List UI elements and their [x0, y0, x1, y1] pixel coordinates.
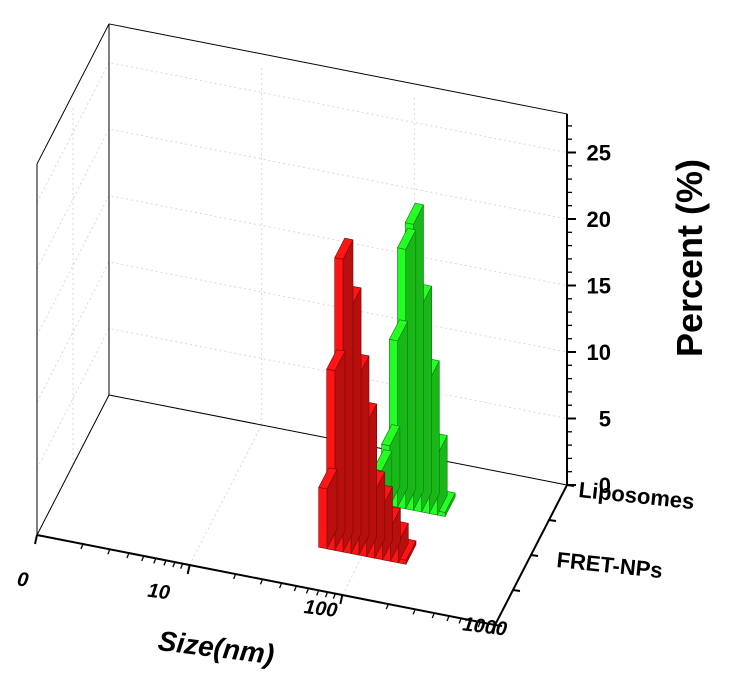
grid-line [36, 128, 568, 270]
x-tick [233, 573, 237, 580]
frame-edge [36, 394, 110, 536]
x-tick [172, 561, 176, 568]
x-tick-label: 100 [303, 596, 339, 622]
x-tick [259, 579, 264, 585]
x-tick [385, 603, 389, 610]
x-tick [141, 555, 145, 562]
x-tick [163, 560, 167, 566]
z-tick [494, 624, 503, 627]
x-tick [293, 585, 297, 592]
x-axis-line [36, 534, 496, 626]
z-tick [512, 589, 521, 592]
x-tick [492, 624, 496, 635]
x-tick [278, 582, 283, 589]
x-tick [468, 620, 472, 626]
z-tick [530, 554, 539, 557]
z-tick-label: FRET-NPs [555, 547, 663, 583]
grid-line [36, 327, 568, 469]
x-tick [332, 593, 336, 599]
x-tick-label: 1000 [461, 613, 508, 640]
x-tick-label: 0 [16, 568, 30, 591]
x-tick [339, 594, 344, 605]
y-tick-label: 5 [599, 407, 611, 432]
frame-edge [108, 23, 568, 115]
grid-line [36, 394, 568, 536]
x-tick [180, 563, 184, 569]
x-tick [107, 549, 111, 555]
x-tick [477, 621, 481, 628]
x-tick [34, 534, 38, 545]
x-tick [485, 623, 489, 629]
grid-line [36, 261, 568, 403]
x-tick [316, 590, 320, 596]
bar [318, 487, 328, 550]
x-tick [458, 618, 462, 624]
y-tick-label: 0 [599, 473, 611, 498]
y-tick-label: 10 [587, 340, 611, 365]
x-tick [186, 564, 191, 575]
chart-bars [318, 202, 456, 565]
bar-series [318, 237, 417, 565]
grid-line [189, 424, 263, 566]
x-tick [80, 543, 84, 550]
x-tick [305, 588, 310, 594]
y-axis-label: Percent (%) [669, 159, 710, 357]
x-tick-label: 10 [146, 580, 171, 605]
z-tick-label: Liposomes [577, 477, 695, 514]
y-tick-label: 15 [587, 274, 611, 299]
x-tick [431, 612, 435, 619]
grid-line [36, 194, 568, 336]
chart-grid [36, 61, 568, 596]
x-tick [412, 609, 416, 615]
x-tick [324, 591, 329, 598]
x-tick [446, 615, 450, 622]
bar-series [373, 202, 456, 517]
y-tick-label: 20 [587, 207, 611, 232]
x-tick [126, 552, 130, 559]
frame-edge [36, 23, 110, 165]
x-tick [153, 558, 157, 564]
grid-line [36, 61, 568, 203]
x-axis-label: Size(nm) [156, 625, 276, 670]
y-tick-label: 25 [587, 141, 611, 166]
z-tick [548, 519, 557, 522]
chart-axes [34, 23, 576, 635]
